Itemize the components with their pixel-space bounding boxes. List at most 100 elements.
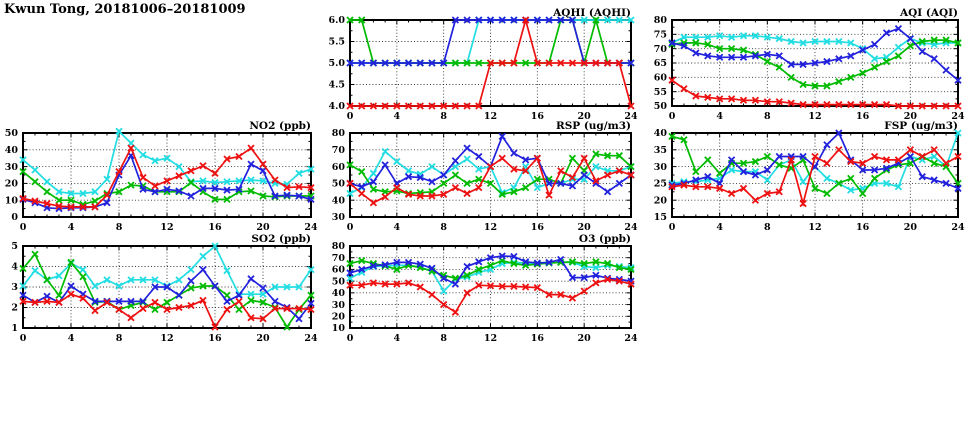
svg-text:24: 24 <box>951 222 965 233</box>
svg-text:55: 55 <box>654 87 667 98</box>
svg-text:40: 40 <box>332 195 346 206</box>
svg-text:50: 50 <box>654 101 668 112</box>
svg-text:12: 12 <box>160 222 173 233</box>
svg-text:3: 3 <box>11 282 18 293</box>
svg-text:24: 24 <box>624 111 638 122</box>
svg-text:20: 20 <box>654 195 668 206</box>
svg-text:20: 20 <box>5 179 19 190</box>
svg-text:12: 12 <box>808 111 821 122</box>
svg-text:16: 16 <box>208 333 222 344</box>
svg-text:1: 1 <box>11 323 18 334</box>
svg-text:40: 40 <box>332 288 346 299</box>
svg-text:0: 0 <box>347 222 354 233</box>
svg-text:0: 0 <box>20 222 27 233</box>
svg-text:60: 60 <box>654 73 668 84</box>
svg-text:10: 10 <box>332 323 346 334</box>
svg-text:8: 8 <box>764 222 771 233</box>
svg-text:60: 60 <box>332 265 346 276</box>
svg-text:20: 20 <box>578 333 592 344</box>
svg-text:4: 4 <box>11 262 18 273</box>
svg-text:8: 8 <box>116 222 123 233</box>
chart-o3: 10 20 30 40 50 60 70 80 0 4 8 12 16 20 24 O3 (ppb) <box>320 231 645 354</box>
svg-text:20: 20 <box>578 222 592 233</box>
svg-text:70: 70 <box>654 44 668 55</box>
svg-text:8: 8 <box>764 111 771 122</box>
svg-text:30: 30 <box>332 212 346 223</box>
chart-title-aqhi: AQHI (AQHI) <box>552 7 631 19</box>
svg-text:5: 5 <box>11 241 18 252</box>
svg-text:4: 4 <box>394 333 401 344</box>
svg-text:12: 12 <box>160 333 173 344</box>
svg-text:50: 50 <box>5 128 19 139</box>
svg-text:16: 16 <box>208 222 222 233</box>
svg-text:24: 24 <box>951 111 965 122</box>
chart-canvas-no2: 0 10 20 30 40 50 0 4 8 12 16 20 24 NO2 (ppb) <box>5 120 318 233</box>
chart-aqi: 50 55 60 65 70 75 80 0 4 8 12 16 20 24 AQI (AQI) <box>642 5 972 132</box>
svg-text:12: 12 <box>484 333 497 344</box>
svg-text:0: 0 <box>20 333 27 344</box>
svg-text:35: 35 <box>654 145 667 156</box>
svg-text:12: 12 <box>808 222 821 233</box>
chart-rsp: 30 40 50 60 70 80 0 4 8 12 16 20 24 RSP (ug/m3) <box>320 118 645 243</box>
svg-text:24: 24 <box>304 333 318 344</box>
svg-text:30: 30 <box>332 300 346 311</box>
chart-canvas-aqi: 50 55 60 65 70 75 80 0 4 8 12 16 20 24 AQI (AQI) <box>654 7 965 122</box>
svg-text:24: 24 <box>624 222 638 233</box>
svg-text:0: 0 <box>11 212 18 223</box>
chart-canvas-rsp: 30 40 50 60 70 80 0 4 8 12 16 20 24 RSP (ug/m3) <box>332 120 638 233</box>
svg-text:24: 24 <box>624 333 638 344</box>
svg-text:0: 0 <box>669 222 676 233</box>
svg-text:50: 50 <box>332 276 346 287</box>
svg-text:12: 12 <box>484 222 497 233</box>
svg-text:80: 80 <box>332 241 346 252</box>
svg-text:70: 70 <box>332 145 346 156</box>
svg-text:80: 80 <box>332 128 346 139</box>
svg-text:12: 12 <box>484 111 497 122</box>
svg-text:4: 4 <box>68 333 75 344</box>
chart-title-fsp: FSP (ug/m3) <box>884 120 958 132</box>
svg-text:75: 75 <box>654 30 667 41</box>
svg-text:4: 4 <box>68 222 75 233</box>
svg-text:0: 0 <box>347 111 354 122</box>
svg-text:0: 0 <box>669 111 676 122</box>
svg-text:30: 30 <box>654 162 668 173</box>
svg-text:20: 20 <box>332 311 346 322</box>
svg-text:24: 24 <box>304 222 318 233</box>
svg-text:8: 8 <box>116 333 123 344</box>
svg-text:8: 8 <box>440 111 447 122</box>
chart-title-no2: NO2 (ppb) <box>249 120 311 132</box>
svg-text:40: 40 <box>654 128 668 139</box>
svg-text:8: 8 <box>440 333 447 344</box>
svg-text:4: 4 <box>394 111 401 122</box>
svg-text:8: 8 <box>440 222 447 233</box>
svg-text:4: 4 <box>716 111 723 122</box>
svg-text:16: 16 <box>856 222 870 233</box>
svg-text:20: 20 <box>256 222 270 233</box>
svg-text:2: 2 <box>11 303 18 314</box>
svg-text:16: 16 <box>856 111 870 122</box>
chart-aqhi: 4.0 4.5 5.0 5.5 6.0 0 4 8 12 16 20 24 AQHI (AQHI) <box>320 5 645 132</box>
svg-text:16: 16 <box>531 222 545 233</box>
chart-so2: 1 2 3 4 5 0 4 8 12 16 20 24 SO2 (ppb) <box>0 231 325 354</box>
svg-text:4: 4 <box>716 222 723 233</box>
chart-fsp: 15 20 25 30 35 40 0 4 8 12 16 20 24 FSP (ug/m3) <box>642 118 972 243</box>
svg-text:4.5: 4.5 <box>328 80 345 91</box>
svg-text:20: 20 <box>578 111 592 122</box>
svg-text:16: 16 <box>531 111 545 122</box>
svg-text:40: 40 <box>5 145 19 156</box>
svg-text:4.0: 4.0 <box>328 101 345 112</box>
svg-text:15: 15 <box>654 212 667 223</box>
chart-canvas-fsp: 15 20 25 30 35 40 0 4 8 12 16 20 24 FSP (ug/m3) <box>654 120 965 233</box>
svg-text:4: 4 <box>394 222 401 233</box>
svg-text:20: 20 <box>256 333 270 344</box>
page-title: Kwun Tong, 20181006–20181009 <box>4 2 246 17</box>
svg-text:25: 25 <box>654 179 667 190</box>
svg-text:6.0: 6.0 <box>328 15 345 26</box>
svg-text:0: 0 <box>347 333 354 344</box>
chart-title-so2: SO2 (ppb) <box>251 233 311 245</box>
svg-text:65: 65 <box>654 58 667 69</box>
svg-text:16: 16 <box>531 333 545 344</box>
svg-text:30: 30 <box>5 162 19 173</box>
svg-text:20: 20 <box>904 111 918 122</box>
